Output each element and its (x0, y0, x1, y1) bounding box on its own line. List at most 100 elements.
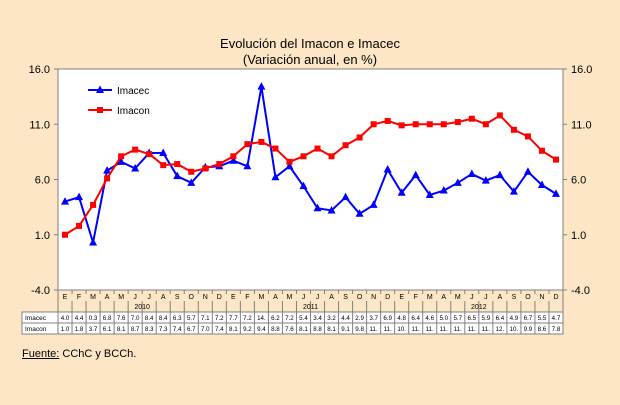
x-month-label: J (133, 294, 137, 301)
x-month-label: O (357, 294, 363, 301)
table-cell: 7.4 (215, 326, 224, 333)
x-month-label: A (498, 294, 503, 301)
data-point-imacon (552, 156, 559, 163)
table-cell: 6.8 (103, 315, 112, 322)
table-cell: 9.1 (341, 326, 350, 333)
data-point-imacec (327, 205, 336, 214)
x-month-label: S (343, 294, 348, 301)
table-cell: 7.8 (552, 326, 561, 333)
legend-label: Imacec (117, 86, 149, 97)
table-cell: 8.1 (327, 326, 336, 333)
table-cell: 6.4 (496, 315, 505, 322)
x-month-label: A (161, 294, 166, 301)
table-cell: 9.2 (243, 326, 252, 333)
legend-marker (96, 85, 104, 93)
table-cell: 11. (370, 326, 378, 333)
table-cell: 12. (496, 326, 505, 333)
table-cell: 8.8 (313, 326, 322, 333)
table-cell: 8.4 (159, 315, 168, 322)
table-cell: 4.4 (75, 315, 84, 322)
y-tick-label-right: 1.0 (571, 230, 586, 242)
source-text: CChC y BCCh. (59, 348, 137, 360)
table-cell: 5.4 (299, 315, 308, 322)
table-cell: 7.3 (159, 326, 168, 333)
x-month-label: M (427, 294, 433, 301)
data-point-imacon (454, 119, 461, 126)
table-cell: 7.1 (201, 315, 210, 322)
table-cell: 10. (510, 326, 519, 333)
data-point-imacec (369, 200, 378, 208)
data-point-imacon (202, 165, 209, 172)
data-point-imacon (314, 145, 321, 152)
data-point-imacon (440, 121, 447, 128)
data-point-imacec (271, 172, 280, 181)
x-month-label: J (316, 294, 320, 301)
y-tick-label-right: 16.0 (571, 64, 592, 76)
y-tick-label-left: -4.0 (31, 285, 50, 297)
x-month-label: M (455, 294, 461, 301)
data-point-imacon (384, 117, 391, 124)
axes: 16.0 16.0 11.0 11.0 6.0 6.0 1.0 1.0 -4.0 -4.0 (29, 64, 593, 297)
table-cell: 7.2 (215, 315, 224, 322)
data-point-imacon (272, 145, 279, 152)
data-point-imacon (244, 141, 251, 148)
data-point-imacec (397, 188, 406, 196)
table-cell: 11. (454, 326, 462, 333)
data-point-imacec (383, 165, 392, 173)
table-cell: 8.8 (271, 326, 280, 333)
table-cell: 5.7 (453, 315, 462, 322)
data-point-imacon (510, 126, 517, 133)
table-cell: 8.3 (145, 326, 154, 333)
table-cell: 6.3 (173, 315, 182, 322)
table-cell: 11. (440, 326, 448, 333)
table-cell: 7.6 (117, 315, 126, 322)
x-month-label: M (258, 294, 264, 301)
y-tick-label-right: -4.0 (571, 285, 590, 297)
data-point-imacon (496, 112, 503, 119)
data-point-imacec (75, 192, 84, 201)
x-month-label: J (147, 294, 151, 301)
table-cell: 6.7 (187, 326, 196, 333)
x-month-label: F (414, 294, 418, 301)
chart-title: Evolución del Imacon e Imacec (220, 36, 400, 51)
table-cell: 11. (384, 326, 392, 333)
x-month-label: D (385, 294, 390, 301)
table-cell: 7.2 (285, 315, 294, 322)
data-point-imacon (258, 138, 265, 145)
plot-area (57, 68, 564, 291)
x-month-label: D (217, 294, 222, 301)
table-cell: 7.0 (201, 326, 210, 333)
source-label: Fuente: (22, 348, 60, 360)
data-point-imacon (538, 147, 545, 154)
data-point-imacon (76, 222, 83, 229)
legend-marker (97, 107, 103, 113)
data-point-imacon (90, 201, 97, 208)
y-tick-label-left: 16.0 (29, 64, 50, 76)
data-point-imacon (342, 142, 349, 149)
x-month-label: S (175, 294, 180, 301)
table-cell: 2.9 (355, 315, 364, 322)
table-cell: 4.9 (510, 315, 519, 322)
table-cell: 3.7 (89, 326, 98, 333)
data-point-imacon (62, 231, 69, 238)
data-point-imacec (285, 161, 294, 170)
data-point-imacec (89, 237, 98, 246)
data-point-imacon (426, 121, 433, 128)
table-cell: 11. (482, 326, 490, 333)
data-point-imacon (230, 153, 237, 160)
table-cell: 8.1 (117, 326, 126, 333)
x-month-label: M (118, 294, 124, 301)
x-year-label: 2012 (471, 304, 487, 311)
data-point-imacon (412, 121, 419, 128)
data-point-imacec (467, 169, 476, 177)
data-point-imacec (61, 197, 70, 205)
data-point-imacec (495, 170, 504, 179)
table-cell: 4.8 (397, 315, 406, 322)
data-point-imacec (439, 186, 448, 194)
table-cell: 9.9 (524, 326, 533, 333)
data-point-imacec (411, 170, 420, 179)
table-cell: 5.5 (538, 315, 547, 322)
data-point-imacec (341, 192, 350, 201)
